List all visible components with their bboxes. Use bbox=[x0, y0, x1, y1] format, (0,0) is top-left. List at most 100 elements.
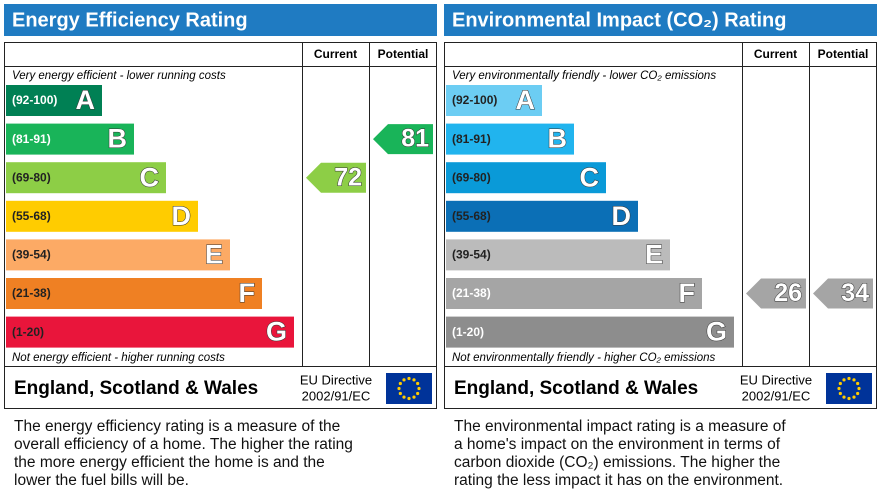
band-range: (21-38) bbox=[12, 286, 51, 300]
band-range: (69-80) bbox=[12, 170, 51, 184]
band-letter: D bbox=[172, 201, 192, 231]
flag-star bbox=[407, 376, 411, 381]
flag-star bbox=[856, 381, 860, 386]
rating-band bbox=[446, 239, 670, 271]
directive-line: EU Directive bbox=[300, 372, 372, 387]
band-range: (55-68) bbox=[452, 209, 491, 223]
description-line: overall efficiency of a home. The higher… bbox=[14, 436, 353, 453]
flag-star bbox=[416, 391, 420, 396]
band-letter: B bbox=[108, 124, 128, 154]
description-line: a home's impact on the environment in te… bbox=[454, 436, 781, 453]
flag-star bbox=[416, 381, 420, 386]
flag-star bbox=[412, 378, 416, 382]
band-range: (81-91) bbox=[452, 132, 491, 146]
flag-star bbox=[856, 391, 860, 396]
flag-star bbox=[402, 378, 406, 382]
rating-band bbox=[6, 200, 198, 232]
band-letter: G bbox=[266, 317, 287, 347]
rating-band bbox=[6, 85, 102, 116]
bottom-note: Not environmentally friendly - higher CO… bbox=[452, 352, 715, 364]
description-line: the more energy efficient the home is an… bbox=[14, 454, 325, 471]
rating-panel: Energy Efficiency Rating Current Potential… bbox=[4, 4, 437, 489]
flag-star bbox=[417, 386, 421, 391]
rating-band bbox=[446, 123, 574, 155]
rating-band bbox=[6, 123, 134, 155]
band-range: (39-54) bbox=[12, 248, 51, 262]
rating-band bbox=[446, 85, 542, 116]
current-arrow bbox=[306, 162, 366, 193]
directive-line: EU Directive bbox=[740, 372, 812, 387]
rating-band bbox=[6, 162, 166, 194]
current-arrow bbox=[746, 278, 806, 309]
band-letter: C bbox=[140, 162, 160, 192]
panel-title: Energy Efficiency Rating bbox=[12, 9, 248, 31]
directive-line: 2002/91/EC bbox=[302, 388, 371, 403]
band-letter: F bbox=[239, 278, 256, 308]
flag-star bbox=[847, 376, 851, 381]
flag-star bbox=[838, 391, 842, 396]
flag-star bbox=[398, 381, 402, 386]
band-letter: E bbox=[205, 240, 223, 270]
description-line: The environmental impact rating is a mea… bbox=[454, 418, 786, 435]
band-letter: C bbox=[580, 162, 600, 192]
potential-value: 34 bbox=[841, 279, 869, 307]
region: England, Scotland & Wales bbox=[454, 378, 698, 399]
band-range: (81-91) bbox=[12, 132, 51, 146]
flag-star bbox=[837, 386, 841, 391]
current-header: Current bbox=[754, 47, 797, 61]
flag-star bbox=[852, 378, 856, 382]
rating-band bbox=[446, 278, 702, 309]
current-value: 72 bbox=[334, 163, 362, 191]
band-range: (55-68) bbox=[12, 209, 51, 223]
band-letter: G bbox=[706, 317, 727, 347]
rating-panel: Environmental Impact (CO₂) Rating Current… bbox=[444, 4, 877, 489]
flag-star bbox=[398, 391, 402, 396]
flag-star bbox=[842, 378, 846, 382]
band-range: (92-100) bbox=[452, 93, 497, 107]
description-line: carbon dioxide (CO₂) emissions. The high… bbox=[454, 454, 780, 471]
footer-box bbox=[4, 366, 437, 409]
flag-star bbox=[402, 395, 406, 399]
title-bar bbox=[444, 4, 877, 36]
band-letter: D bbox=[612, 201, 632, 231]
bottom-note: Not energy efficient - higher running co… bbox=[12, 352, 225, 364]
band-range: (1-20) bbox=[12, 325, 44, 339]
flag-star bbox=[857, 386, 861, 391]
band-letter: E bbox=[645, 240, 663, 270]
flag-star bbox=[842, 395, 846, 399]
band-range: (21-38) bbox=[452, 286, 491, 300]
potential-arrow bbox=[373, 124, 433, 155]
flag-star bbox=[412, 395, 416, 399]
potential-arrow bbox=[813, 278, 873, 309]
flag-star bbox=[838, 381, 842, 386]
description-line: lower the fuel bills will be. bbox=[14, 472, 189, 489]
description-line: The energy efficiency rating is a measur… bbox=[14, 418, 340, 435]
band-range: (92-100) bbox=[12, 93, 57, 107]
band-letter: A bbox=[76, 85, 96, 115]
rating-band bbox=[446, 162, 606, 194]
band-range: (69-80) bbox=[452, 170, 491, 184]
top-note: Very energy efficient - lower running co… bbox=[12, 70, 226, 82]
footer-box bbox=[444, 366, 877, 409]
region: England, Scotland & Wales bbox=[14, 378, 258, 399]
rating-band bbox=[6, 239, 230, 271]
current-header: Current bbox=[314, 47, 357, 61]
title-bar bbox=[4, 4, 437, 36]
potential-header: Potential bbox=[818, 47, 869, 61]
band-range: (1-20) bbox=[452, 325, 484, 339]
rating-band bbox=[446, 316, 734, 348]
description-line: rating the less impact it has on the env… bbox=[454, 472, 783, 489]
potential-value: 81 bbox=[401, 125, 429, 153]
potential-header: Potential bbox=[378, 47, 429, 61]
rating-band bbox=[446, 200, 638, 232]
rating-band bbox=[6, 278, 262, 309]
top-note: Very environmentally friendly - lower CO… bbox=[452, 70, 716, 82]
flag-star bbox=[407, 396, 411, 401]
flag-star bbox=[852, 395, 856, 399]
directive-line: 2002/91/EC bbox=[742, 388, 811, 403]
band-letter: A bbox=[516, 85, 536, 115]
band-letter: F bbox=[679, 278, 696, 308]
band-range: (39-54) bbox=[452, 248, 491, 262]
flag-star bbox=[397, 386, 401, 391]
